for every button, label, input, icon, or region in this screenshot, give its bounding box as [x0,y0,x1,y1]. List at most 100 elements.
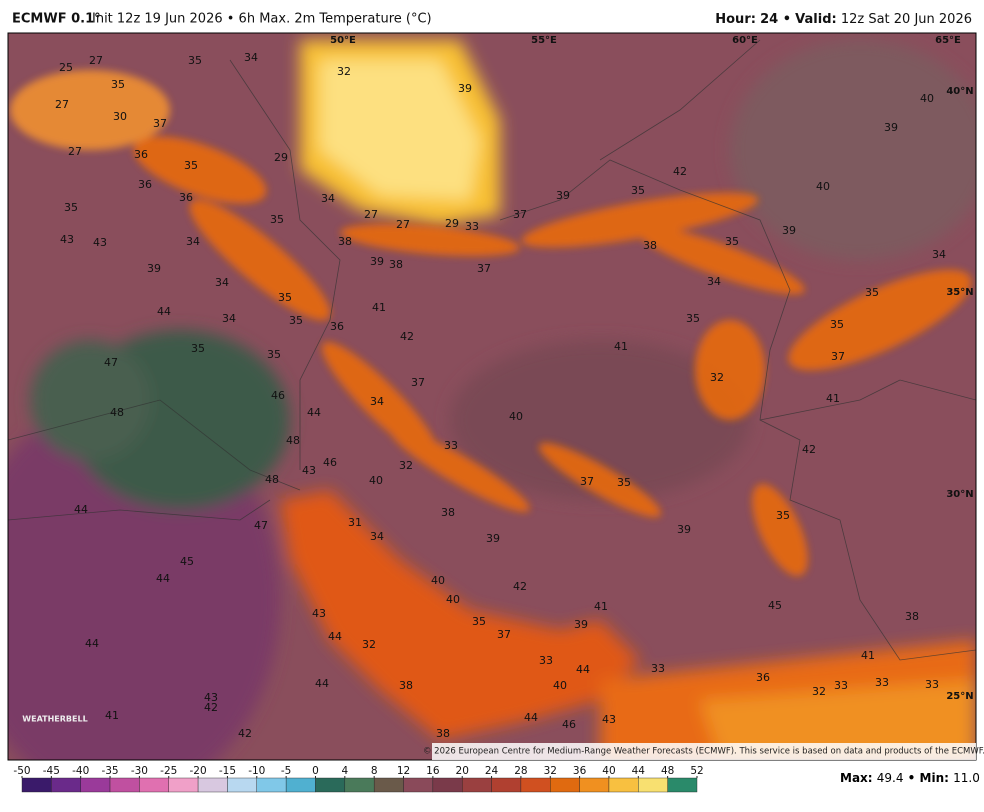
temp-label: 46 [323,456,337,469]
temp-label: 39 [574,618,588,631]
temp-label: 34 [244,51,258,64]
colorbar-tick-label: 20 [456,765,469,777]
colorbar-swatch [579,777,610,793]
min-label-text: • Min: [908,771,949,785]
colorbar-swatch [80,777,111,793]
temp-label: 41 [861,649,875,662]
model-name: ECMWF 0.1° [12,12,101,27]
temp-label: 44 [576,663,590,676]
colorbar-tick-label: -35 [101,765,118,777]
colorbar-swatch [109,777,140,793]
logo: WEATHERBELL [22,715,87,724]
temp-label: 35 [270,213,284,226]
temp-label: 38 [389,258,403,271]
temp-label: 39 [677,523,691,536]
colorbar-tick-label: 36 [573,765,587,777]
temp-label: 34 [370,395,384,408]
temp-label: 43 [204,691,218,704]
temp-label: 39 [486,532,500,545]
temp-label: 29 [274,151,288,164]
temp-label: 43 [602,713,616,726]
temp-label: 44 [74,503,88,516]
temp-label: 35 [184,159,198,172]
temp-label: 48 [110,406,124,419]
temp-label: 43 [93,236,107,249]
colorbar-swatch [21,777,52,793]
temp-label: 42 [673,165,687,178]
temp-label: 38 [338,235,352,248]
temp-label: 36 [330,320,344,333]
temp-label: 35 [191,342,205,355]
colorbar-swatch [168,777,199,793]
temp-label: 35 [289,314,303,327]
temp-label: 37 [477,262,491,275]
temp-label: 35 [617,476,631,489]
temp-label: 44 [524,711,538,724]
temp-label: 33 [539,654,553,667]
temp-label: 34 [186,235,200,248]
max-value: 49.4 [877,771,904,785]
colorbar-swatch [550,777,580,793]
temp-label: 41 [594,600,608,613]
colorbar-tick-label: 0 [312,765,319,777]
valid-label: Valid: [795,12,837,27]
temp-label: 31 [348,516,362,529]
temp-label: 34 [370,530,384,543]
temp-label: 44 [157,305,171,318]
temp-label: 39 [782,224,796,237]
colorbar-tick-label: -25 [160,765,177,777]
colorbar-swatch [285,777,316,793]
temp-label: 41 [372,301,386,314]
temp-label: 35 [776,509,790,522]
grid-label: 35°N [946,287,973,298]
temp-label: 34 [321,192,335,205]
grid-label: 55°E [531,35,557,46]
colorbar-tick-label: 32 [544,765,557,777]
hour: 24 • [760,12,791,27]
temp-label: 37 [831,350,845,363]
credit-box [432,743,976,760]
grid-label: 65°E [935,35,961,46]
colorbar-tick-label: 44 [632,765,646,777]
colorbar-swatch [403,777,434,793]
colorbar-tick-label: 52 [690,765,703,777]
temp-label: 37 [153,117,167,130]
max-label-text: Max: [840,771,873,785]
map-field [8,33,976,760]
colorbar-swatch [197,777,228,793]
temp-label: 48 [265,473,279,486]
temp-label: 27 [396,218,410,231]
temp-label: 32 [710,371,724,384]
temp-label: 35 [278,291,292,304]
temp-label: 39 [884,121,898,134]
temp-label: 35 [631,184,645,197]
temp-label: 41 [105,709,119,722]
colorbar-swatch [139,777,169,793]
temp-label: 32 [812,685,826,698]
temp-label: 46 [271,389,285,402]
temp-label: 34 [215,276,229,289]
temp-label: 47 [104,356,118,369]
temp-label: 48 [286,434,300,447]
temp-label: 44 [156,572,170,585]
grid-label: 60°E [732,35,758,46]
temp-label: 33 [651,662,665,675]
temp-label: 42 [400,330,414,343]
colorbar-swatch [491,777,522,793]
temp-label: 27 [55,98,69,111]
run-info: Init 12z 19 Jun 2026 • 6h Max. 2m Temper… [92,12,432,27]
temp-label: 39 [147,262,161,275]
temp-label: 38 [905,610,919,623]
temp-label: 43 [302,464,316,477]
colorbar-swatch [373,777,404,793]
temp-label: 37 [513,208,527,221]
temp-label: 40 [509,410,523,423]
colorbar-swatch [608,777,639,793]
temp-label: 29 [445,217,459,230]
grid-label: 30°N [946,489,973,500]
grid-label: 50°E [330,35,356,46]
temp-label: 43 [60,233,74,246]
temp-label: 42 [513,580,527,593]
temp-label: 46 [562,718,576,731]
max-label: Max: 49.4 • Min: 11.0 [840,771,980,785]
